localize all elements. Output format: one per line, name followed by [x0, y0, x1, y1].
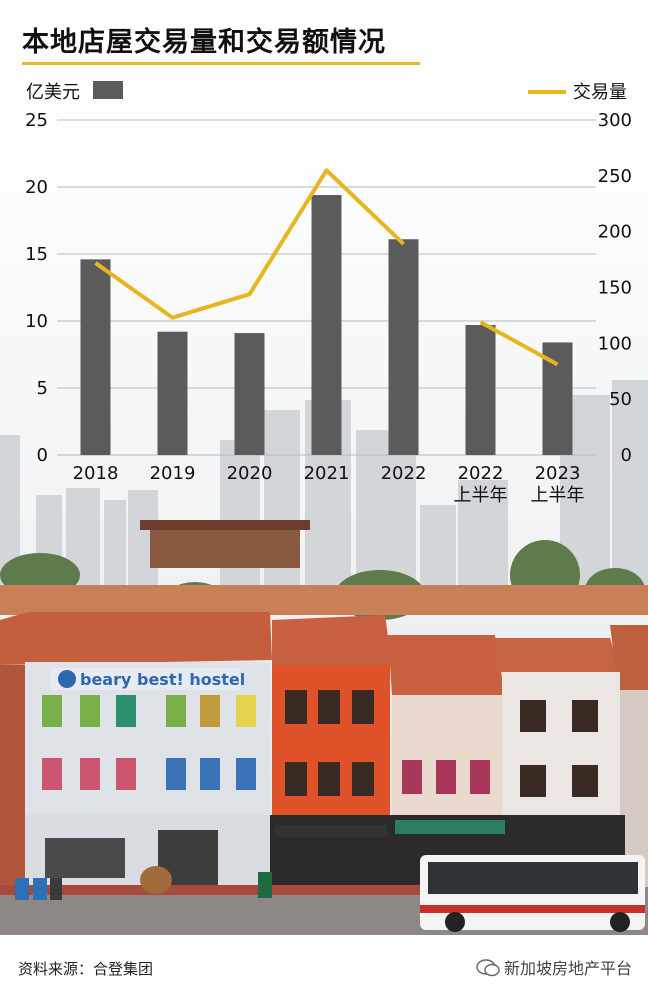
svg-text:beary best! hostel: beary best! hostel — [80, 670, 245, 689]
bar — [388, 239, 419, 455]
left-tick-label: 0 — [37, 445, 48, 466]
x-tick-label: 上半年 — [454, 485, 508, 506]
bar — [234, 333, 265, 455]
legend-line-label: 交易量 — [573, 82, 627, 103]
left-tick-label: 5 — [37, 378, 48, 399]
right-tick-label: 100 — [598, 333, 632, 354]
x-tick-label: 2021 — [304, 463, 350, 484]
bar — [465, 325, 496, 455]
right-tick-label: 200 — [598, 222, 632, 243]
right-tick-label: 150 — [598, 278, 632, 299]
chart: beary best! hostel 0 5 10 15 20 25 0 50 100 150 2… — [0, 81, 648, 935]
right-tick-label: 300 — [598, 110, 632, 131]
legend-bar-label: 亿美元 — [26, 82, 80, 103]
line-half-year — [479, 320, 559, 367]
left-tick-label: 20 — [25, 177, 48, 198]
right-tick-label: 50 — [609, 389, 632, 410]
x-tick-label: 2018 — [73, 463, 119, 484]
title-underline — [22, 62, 420, 65]
chart-title: 本地店屋交易量和交易额情况 — [22, 27, 386, 58]
x-tick-label: 2019 — [150, 463, 196, 484]
right-tick-label: 250 — [598, 166, 632, 187]
x-tick-label: 2022 — [458, 463, 504, 484]
bar — [311, 195, 342, 456]
bar — [157, 331, 188, 455]
source-note: 资料来源：合登集团 — [18, 960, 154, 978]
legend-bar-swatch — [93, 81, 123, 99]
right-axis: 0 50 100 150 200 250 300 — [598, 110, 632, 466]
bar-series — [80, 195, 573, 456]
left-tick-label: 15 — [25, 244, 48, 265]
left-tick-label: 10 — [25, 311, 48, 332]
line-series — [94, 168, 559, 367]
gridlines — [57, 119, 596, 456]
x-tick-label: 2022 — [381, 463, 427, 484]
x-tick-label: 2020 — [227, 463, 273, 484]
x-tick-label: 2023 — [535, 463, 581, 484]
left-axis: 0 5 10 15 20 25 — [25, 110, 48, 466]
bar — [80, 259, 111, 455]
x-tick-label: 上半年 — [531, 485, 585, 506]
wechat-icon — [476, 959, 500, 977]
watermark: 新加坡房地产平台 — [503, 959, 632, 978]
right-tick-label: 0 — [621, 445, 632, 466]
left-tick-label: 25 — [25, 110, 48, 131]
